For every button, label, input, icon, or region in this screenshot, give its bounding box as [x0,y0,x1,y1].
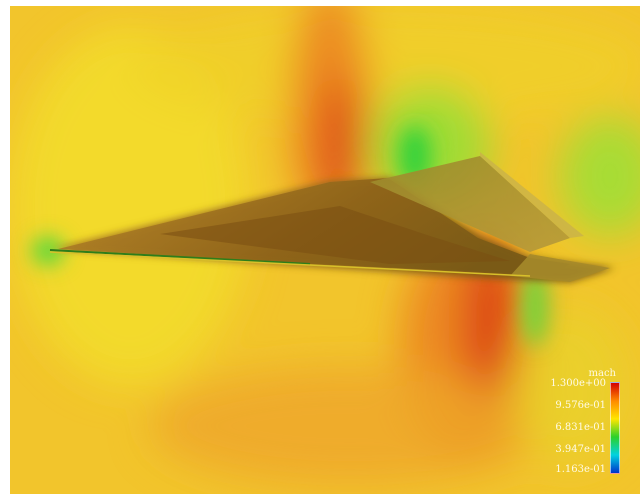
legend-label-max: 1.300e+00 [550,378,606,389]
legend-label-3: 6.831e-01 [555,422,606,433]
flow-visualization-viewport[interactable]: mach 1.300e+00 9.576e-01 6.831e-01 3.947… [10,6,640,494]
legend-label-2: 9.576e-01 [555,400,606,411]
mach-legend: mach 1.300e+00 9.576e-01 6.831e-01 3.947… [522,368,622,478]
legend-color-bar [610,382,620,474]
legend-label-4: 3.947e-01 [555,444,606,455]
field-orange-bottom [150,366,550,486]
legend-label-min: 1.163e-01 [555,464,606,475]
